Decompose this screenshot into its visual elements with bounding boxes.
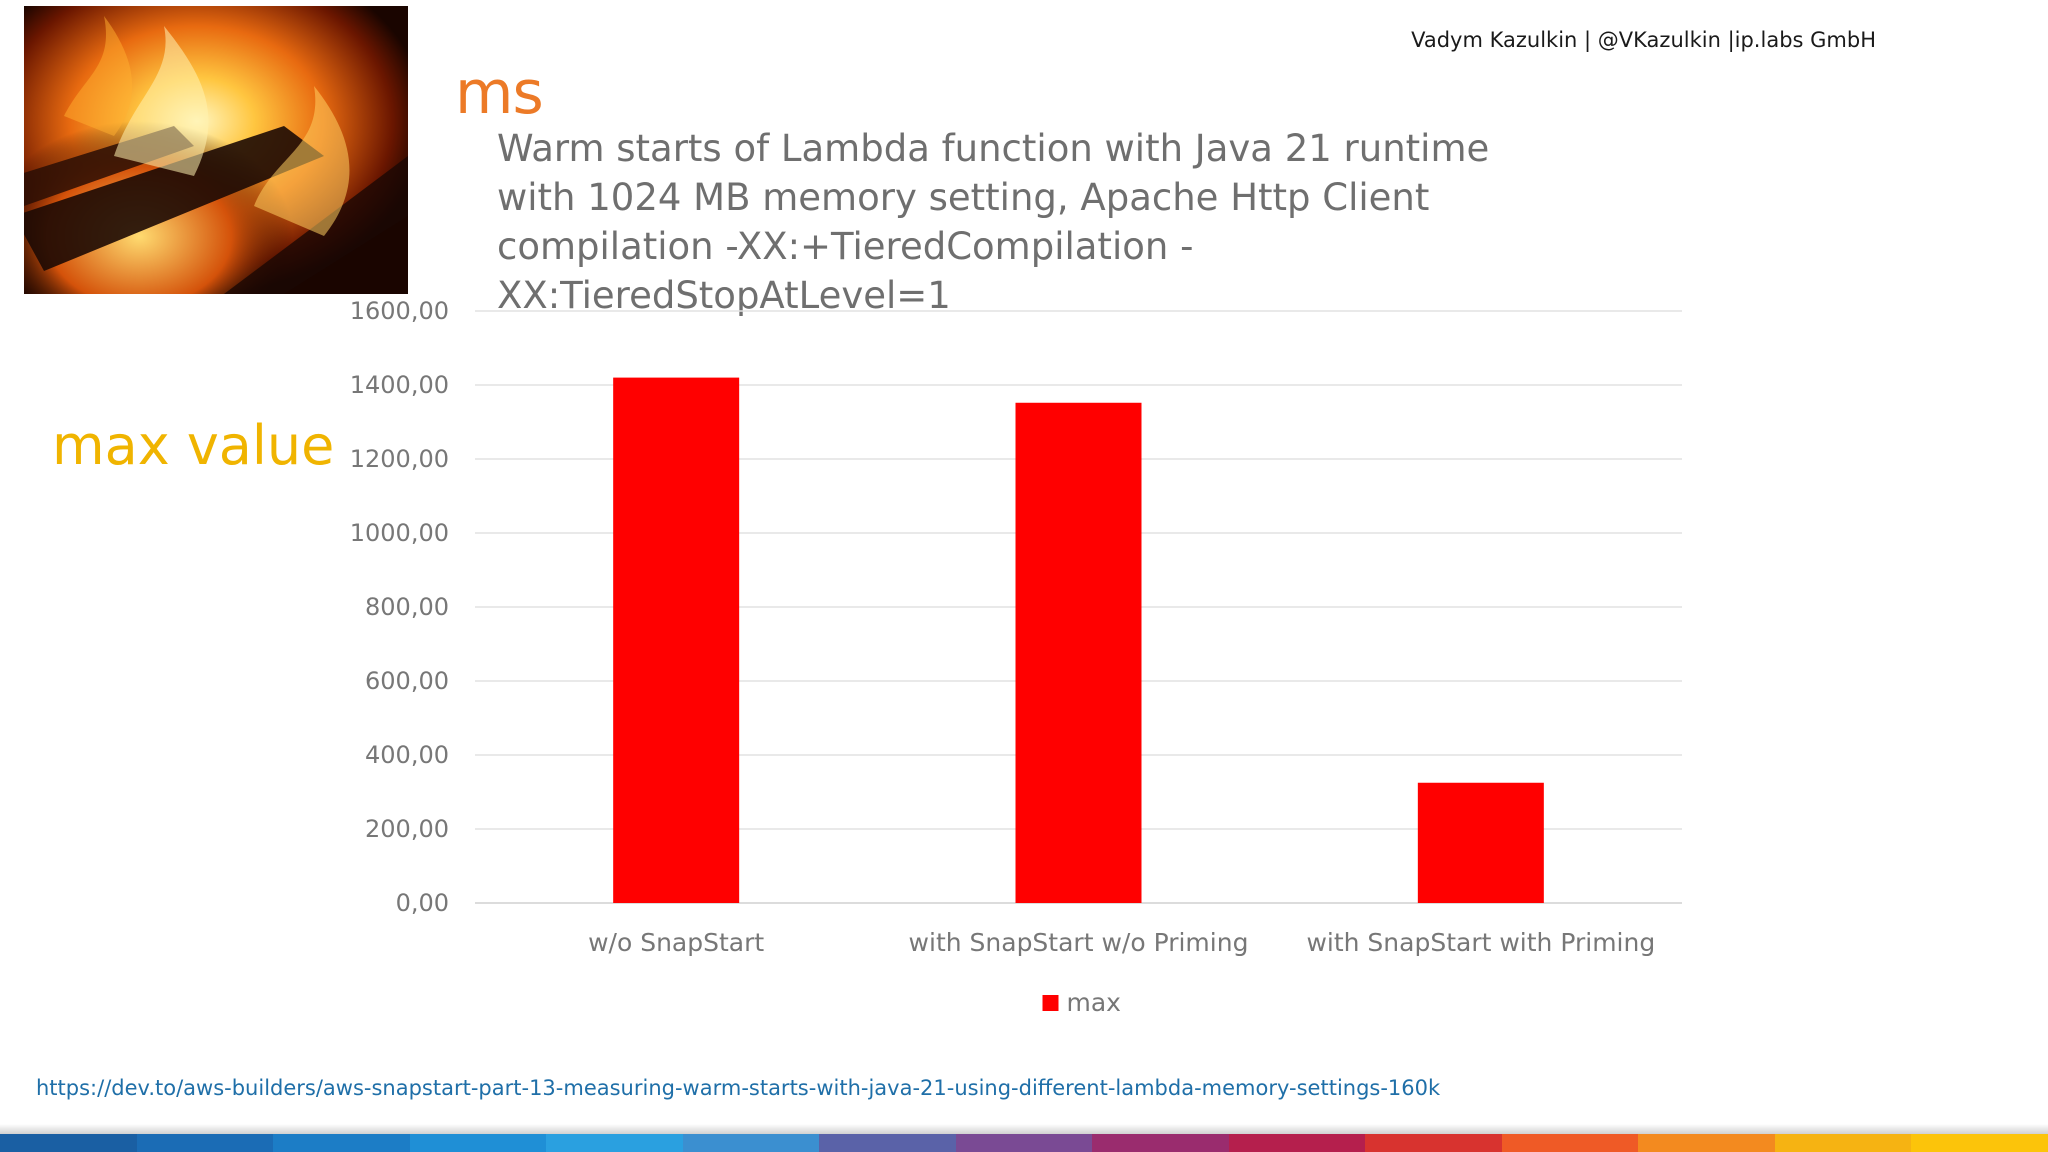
stripe-segment (136, 1134, 274, 1152)
stripe-segment (409, 1134, 547, 1152)
bars (613, 377, 1544, 904)
stripe-segment (1774, 1134, 1912, 1152)
unit-heading: ms (455, 58, 544, 128)
fire-image (24, 6, 408, 294)
stripe-segment (273, 1134, 410, 1152)
bottom-color-stripe (0, 1134, 2048, 1152)
legend: max (1042, 988, 1121, 1017)
bar (1417, 782, 1544, 903)
stripe-segment (1092, 1134, 1229, 1152)
x-axis-labels: w/o SnapStart with SnapStart w/o Priming w… (588, 928, 1655, 957)
legend-label: max (1067, 988, 1121, 1017)
y-axis-ticks: 0,00 200,00 400,00 600,00 800,00 1000,00 1200,… (350, 297, 449, 917)
y-tick-label: 200,00 (365, 815, 449, 843)
bar (1015, 402, 1142, 903)
stripe-segment (1638, 1134, 1775, 1152)
stripe-segment (1501, 1134, 1639, 1152)
x-category-label: with SnapStart with Priming (1306, 928, 1655, 957)
stripe-segment (955, 1134, 1093, 1152)
stripe-shadow (0, 1124, 2048, 1134)
y-tick-label: 400,00 (365, 741, 449, 769)
stripe-segment (1911, 1134, 2048, 1152)
max-value-label: max value (52, 414, 335, 477)
stripe-segment (819, 1134, 956, 1152)
source-link[interactable]: https://dev.to/aws-builders/aws-snapstar… (36, 1076, 1441, 1100)
y-tick-label: 600,00 (365, 667, 449, 695)
x-category-label: w/o SnapStart (588, 928, 764, 957)
y-tick-label: 1000,00 (350, 519, 449, 547)
y-tick-label: 0,00 (396, 889, 449, 917)
legend-swatch (1042, 995, 1059, 1011)
author-line: Vadym Kazulkin | @VKazulkin |ip.labs Gmb… (1411, 28, 1876, 52)
y-tick-label: 1600,00 (350, 297, 449, 325)
stripe-segment (1365, 1134, 1502, 1152)
y-tick-label: 1400,00 (350, 371, 449, 399)
y-tick-label: 800,00 (365, 593, 449, 621)
stripe-segment (1228, 1134, 1366, 1152)
stripe-segment (546, 1134, 683, 1152)
bar-chart: 0,00 200,00 400,00 600,00 800,00 1000,00 1200,… (350, 297, 1682, 1017)
chart-title: Warm starts of Lambda function with Java… (497, 127, 1490, 317)
stripe-segment (0, 1134, 137, 1152)
x-category-label: with SnapStart w/o Priming (909, 928, 1249, 957)
stripe-segment (682, 1134, 820, 1152)
bar (613, 377, 740, 904)
fire-photo (24, 6, 408, 294)
y-tick-label: 1200,00 (350, 445, 449, 473)
